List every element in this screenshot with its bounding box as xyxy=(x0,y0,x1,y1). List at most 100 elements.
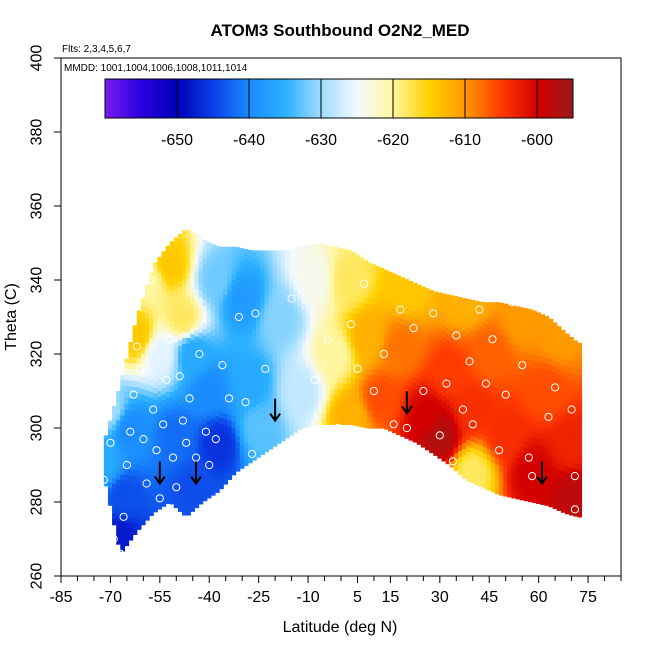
heatmap-cell xyxy=(482,334,488,341)
heatmap-cell xyxy=(239,248,245,250)
heatmap-cell xyxy=(145,454,150,462)
heatmap-cell xyxy=(285,402,290,409)
heatmap-cell xyxy=(177,410,183,418)
heatmap-cell xyxy=(247,379,253,387)
heatmap-cell xyxy=(280,428,286,436)
heatmap-cell xyxy=(536,414,541,422)
heatmap-cell xyxy=(474,442,480,450)
heatmap-cell xyxy=(186,503,191,510)
heatmap-cell xyxy=(342,382,348,390)
heatmap-cell xyxy=(124,421,130,428)
heatmap-cell xyxy=(116,449,121,456)
heatmap-cell xyxy=(425,337,430,344)
heatmap-cell xyxy=(305,278,311,286)
heatmap-cell xyxy=(112,465,117,472)
heatmap-cell xyxy=(379,356,385,364)
heatmap-cell xyxy=(433,396,438,403)
heatmap-cell xyxy=(437,375,443,382)
heatmap-cell xyxy=(161,500,167,507)
heatmap-cell xyxy=(453,381,459,389)
heatmap-cell xyxy=(190,499,196,506)
heatmap-cell xyxy=(177,298,183,305)
heatmap-cell xyxy=(297,358,303,365)
heatmap-cell xyxy=(573,409,578,416)
heatmap-cell xyxy=(260,448,266,455)
heatmap-cell xyxy=(140,341,146,348)
heatmap-cell xyxy=(470,304,476,312)
heatmap-cell xyxy=(215,291,220,298)
heatmap-cell xyxy=(227,349,233,356)
heatmap-cell xyxy=(577,342,583,346)
heatmap-cell xyxy=(145,413,150,420)
observation-point xyxy=(310,375,319,384)
heatmap-cell xyxy=(400,294,406,301)
heatmap-cell xyxy=(239,444,245,452)
heatmap-cell xyxy=(569,491,574,498)
heatmap-cell xyxy=(449,307,455,314)
heatmap-cell xyxy=(264,303,270,311)
observation-point xyxy=(149,405,158,414)
colorbar-segment xyxy=(289,79,293,118)
heatmap-cell xyxy=(577,504,583,512)
heatmap-cell xyxy=(215,302,220,310)
heatmap-cell xyxy=(260,347,266,355)
heatmap-cell xyxy=(330,400,336,408)
heatmap-cell xyxy=(136,375,142,382)
heatmap-cell xyxy=(499,441,504,449)
heatmap-cell xyxy=(515,445,521,452)
heatmap-cell xyxy=(416,343,422,351)
heatmap-cell xyxy=(149,438,154,445)
heatmap-cell xyxy=(157,437,163,445)
heatmap-cell xyxy=(326,365,331,372)
heatmap-cell xyxy=(503,478,508,485)
heatmap-cell xyxy=(540,498,546,505)
heatmap-cell xyxy=(326,359,331,366)
heatmap-cell xyxy=(466,451,471,458)
heatmap-cell xyxy=(499,364,504,372)
heatmap-cell xyxy=(429,340,434,347)
colorbar-segment xyxy=(255,79,259,118)
heatmap-cell xyxy=(169,361,175,369)
heatmap-cell xyxy=(186,229,191,232)
heatmap-cell xyxy=(425,325,430,332)
heatmap-cell xyxy=(231,350,237,357)
heatmap-cell xyxy=(215,409,220,416)
heatmap-cell xyxy=(293,325,298,333)
heatmap-cell xyxy=(202,269,208,277)
heatmap-cell xyxy=(462,298,467,301)
heatmap-cell xyxy=(165,408,171,416)
heatmap-cell xyxy=(210,276,216,283)
colorbar-segment xyxy=(313,79,317,118)
heatmap-cell xyxy=(198,314,204,321)
heatmap-cell xyxy=(116,443,121,450)
heatmap-cell xyxy=(495,393,500,400)
heatmap-cell xyxy=(544,398,550,406)
heatmap-cell xyxy=(375,268,381,275)
heatmap-cell xyxy=(227,366,233,374)
heatmap-cell xyxy=(210,388,216,396)
heatmap-cell xyxy=(359,290,364,297)
heatmap-cell xyxy=(149,320,154,327)
heatmap-cell xyxy=(186,384,191,392)
heatmap-cell xyxy=(466,391,471,399)
heatmap-cell xyxy=(560,441,566,448)
heatmap-cell xyxy=(190,369,196,376)
heatmap-cell xyxy=(132,463,138,470)
heatmap-cell xyxy=(429,440,434,448)
heatmap-cell xyxy=(540,439,546,446)
heatmap-cell xyxy=(268,365,274,373)
heatmap-cell xyxy=(367,327,373,334)
heatmap-cell xyxy=(499,388,504,396)
heatmap-cell xyxy=(457,320,463,327)
heatmap-cell xyxy=(280,399,286,406)
heatmap-cell xyxy=(140,335,146,342)
heatmap-cell xyxy=(276,360,282,367)
heatmap-cell xyxy=(486,484,492,491)
heatmap-cell xyxy=(560,358,566,365)
heatmap-cell xyxy=(367,285,373,293)
heatmap-cell xyxy=(532,389,537,397)
heatmap-cell xyxy=(219,482,224,490)
heatmap-cell xyxy=(383,363,389,371)
colorbar-segment xyxy=(435,79,439,118)
heatmap-cell xyxy=(536,349,541,356)
